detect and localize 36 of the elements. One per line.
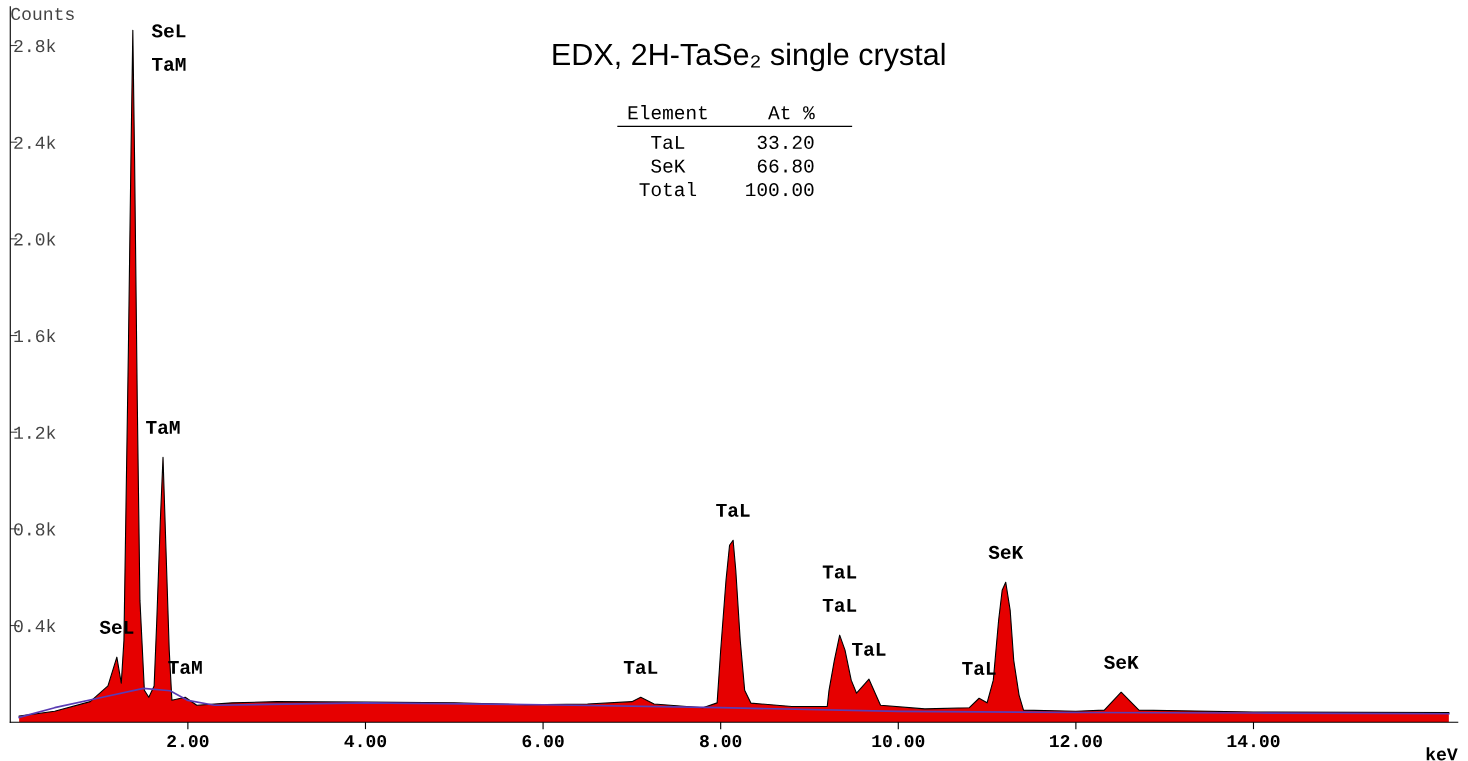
annotation: TaL (822, 565, 857, 579)
annotation: SeK (988, 545, 1024, 559)
y-tick-label: 2.4k (14, 135, 56, 149)
annotation: TaM (146, 421, 180, 435)
y-tick-label: 0.4k (14, 618, 56, 633)
annotation: 33.20 (757, 135, 814, 150)
annotation: TaL (651, 136, 685, 150)
annotation: SeK (1104, 655, 1139, 669)
y-tick-label: 0.8k (14, 522, 56, 536)
annotation: TaL (822, 598, 857, 612)
x-tick-label: 6.00 (522, 735, 564, 748)
x-tick-label: 8.00 (699, 735, 742, 748)
annotation: SeL (151, 24, 186, 38)
annotation: Total (639, 181, 697, 197)
line-series (18, 687, 1450, 719)
y-axis-title: Counts (11, 7, 74, 21)
annotation: TaL (852, 642, 886, 656)
annotation: TaM (152, 57, 186, 71)
annotation: 100.00 (746, 183, 814, 197)
y-tick-label: 2.8k (14, 38, 56, 53)
x-tick-label: 4.00 (344, 735, 387, 748)
x-tick-label: 10.00 (872, 735, 925, 748)
annotation: At % (768, 106, 815, 120)
annotation: Element (628, 105, 707, 120)
x-axis-title: keV (1426, 747, 1458, 761)
y-tick-label: 2.0k (14, 232, 56, 246)
annotation: SeK (651, 159, 686, 173)
x-tick-label: 2.00 (167, 735, 209, 748)
x-tick-label: 14.00 (1227, 735, 1280, 748)
annotation: 66.80 (757, 159, 814, 173)
y-tick-label: 1.6k (14, 328, 56, 343)
annotation: TaL (716, 503, 750, 517)
x-tick-label: 12.00 (1050, 735, 1102, 748)
annotation: TaL (623, 661, 658, 675)
text: EDX, 2H-TaSe₂ single crystal (553, 42, 945, 72)
y-tick-label: 1.2k (14, 425, 56, 439)
